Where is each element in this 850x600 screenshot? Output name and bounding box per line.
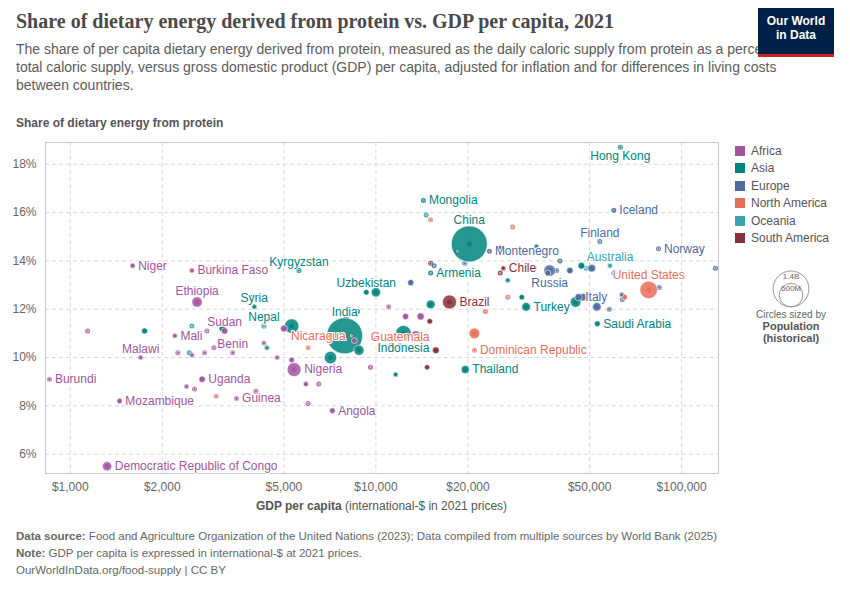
svg-text:Malawi: Malawi xyxy=(122,342,159,356)
svg-text:18%: 18% xyxy=(12,157,36,171)
svg-text:Benin: Benin xyxy=(217,337,248,351)
svg-text:Chile: Chile xyxy=(509,261,537,275)
html-text:Share of dietary energy derive: Share of dietary energy derived from pro… xyxy=(16,10,614,32)
svg-text:$10,000: $10,000 xyxy=(354,480,398,494)
svg-text:$5,000: $5,000 xyxy=(266,480,303,494)
svg-text:Iceland: Iceland xyxy=(619,203,658,217)
html-text:Share of dietary energy from p: Share of dietary energy from protein xyxy=(16,116,224,130)
html-text:Asia: Asia xyxy=(751,161,775,176)
svg-text:12%: 12% xyxy=(12,302,36,316)
svg-text:8%: 8% xyxy=(19,399,37,413)
html-text:GDP per capita (international-: GDP per capita (international-$ in 2021 … xyxy=(255,499,508,513)
svg-text:6%: 6% xyxy=(19,447,37,461)
svg-text:$20,000: $20,000 xyxy=(446,480,490,494)
svg-text:Thailand: Thailand xyxy=(472,362,518,376)
svg-text:Brazil: Brazil xyxy=(459,295,489,309)
svg-text:Mongolia: Mongolia xyxy=(429,193,478,207)
svg-text:Nepal: Nepal xyxy=(248,310,279,324)
svg-text:United States: United States xyxy=(613,268,685,282)
svg-text:$2,000: $2,000 xyxy=(144,480,181,494)
html-text:Circles sized by: Circles sized by xyxy=(756,308,826,320)
svg-text:14%: 14% xyxy=(12,254,36,268)
svg-text:Turkey: Turkey xyxy=(534,300,570,314)
svg-text:Nigeria: Nigeria xyxy=(304,362,342,376)
html-text:South America: South America xyxy=(751,231,829,246)
svg-text:Mozambique: Mozambique xyxy=(125,394,194,408)
svg-text:$100,000: $100,000 xyxy=(657,480,707,494)
html-text:in Data: in Data xyxy=(776,28,816,42)
html-text:Our World: Our World xyxy=(766,14,826,28)
html-text:Data source: Food and Agricult: Data source: Food and Agriculture Organi… xyxy=(16,530,717,542)
svg-text:$50,000: $50,000 xyxy=(568,480,612,494)
svg-text:Mali: Mali xyxy=(180,329,202,343)
svg-text:Saudi Arabia: Saudi Arabia xyxy=(603,317,671,331)
svg-text:Armenia: Armenia xyxy=(436,266,481,280)
svg-text:600M: 600M xyxy=(781,284,801,293)
svg-text:Montenegro: Montenegro xyxy=(495,244,559,258)
svg-text:1.4B: 1.4B xyxy=(783,272,799,281)
html-text:North America: North America xyxy=(751,196,827,211)
html-text:OurWorldInData.org/food-supply: OurWorldInData.org/food-supply | CC BY xyxy=(16,564,226,576)
html-text:Note: GDP per capita is expres: Note: GDP per capita is expressed in int… xyxy=(16,547,362,559)
svg-text:Ethiopia: Ethiopia xyxy=(175,284,219,298)
svg-text:Norway: Norway xyxy=(664,242,705,256)
svg-text:China: China xyxy=(454,213,486,227)
svg-text:Syria: Syria xyxy=(241,291,269,305)
svg-text:Hong Kong: Hong Kong xyxy=(590,149,650,163)
svg-text:10%: 10% xyxy=(12,350,36,364)
svg-text:Nicaragua: Nicaragua xyxy=(291,329,346,343)
html-text:Population (historical): Population (historical) xyxy=(762,319,820,344)
svg-text:Uzbekistan: Uzbekistan xyxy=(337,276,396,290)
svg-text:Australia: Australia xyxy=(587,250,634,264)
svg-text:16%: 16% xyxy=(12,205,36,219)
svg-text:Angola: Angola xyxy=(338,404,376,418)
html-text:Oceania: Oceania xyxy=(751,213,796,228)
svg-text:Democratic Republic of Congo: Democratic Republic of Congo xyxy=(115,459,278,473)
svg-text:Guatemala: Guatemala xyxy=(370,329,430,344)
svg-text:Dominican Republic: Dominican Republic xyxy=(480,343,587,357)
svg-text:Burkina Faso: Burkina Faso xyxy=(197,263,268,277)
svg-text:Sudan: Sudan xyxy=(207,315,242,329)
html-text:Africa: Africa xyxy=(751,143,782,158)
svg-text:Guinea: Guinea xyxy=(242,391,281,405)
svg-text:Niger: Niger xyxy=(138,259,167,273)
svg-text:Russia: Russia xyxy=(531,276,568,290)
svg-text:Finland: Finland xyxy=(580,226,619,240)
svg-text:$1,000: $1,000 xyxy=(52,480,89,494)
svg-text:Kyrgyzstan: Kyrgyzstan xyxy=(269,255,328,269)
svg-text:Burundi: Burundi xyxy=(55,372,96,386)
svg-text:Uganda: Uganda xyxy=(208,372,250,386)
svg-text:Indonesia: Indonesia xyxy=(377,341,429,355)
svg-text:Italy: Italy xyxy=(585,290,607,304)
html-text:Europe: Europe xyxy=(751,178,790,193)
html-text:The share of per capita dietar: The share of per capita dietary energy d… xyxy=(16,41,813,93)
svg-text:India: India xyxy=(332,305,358,319)
